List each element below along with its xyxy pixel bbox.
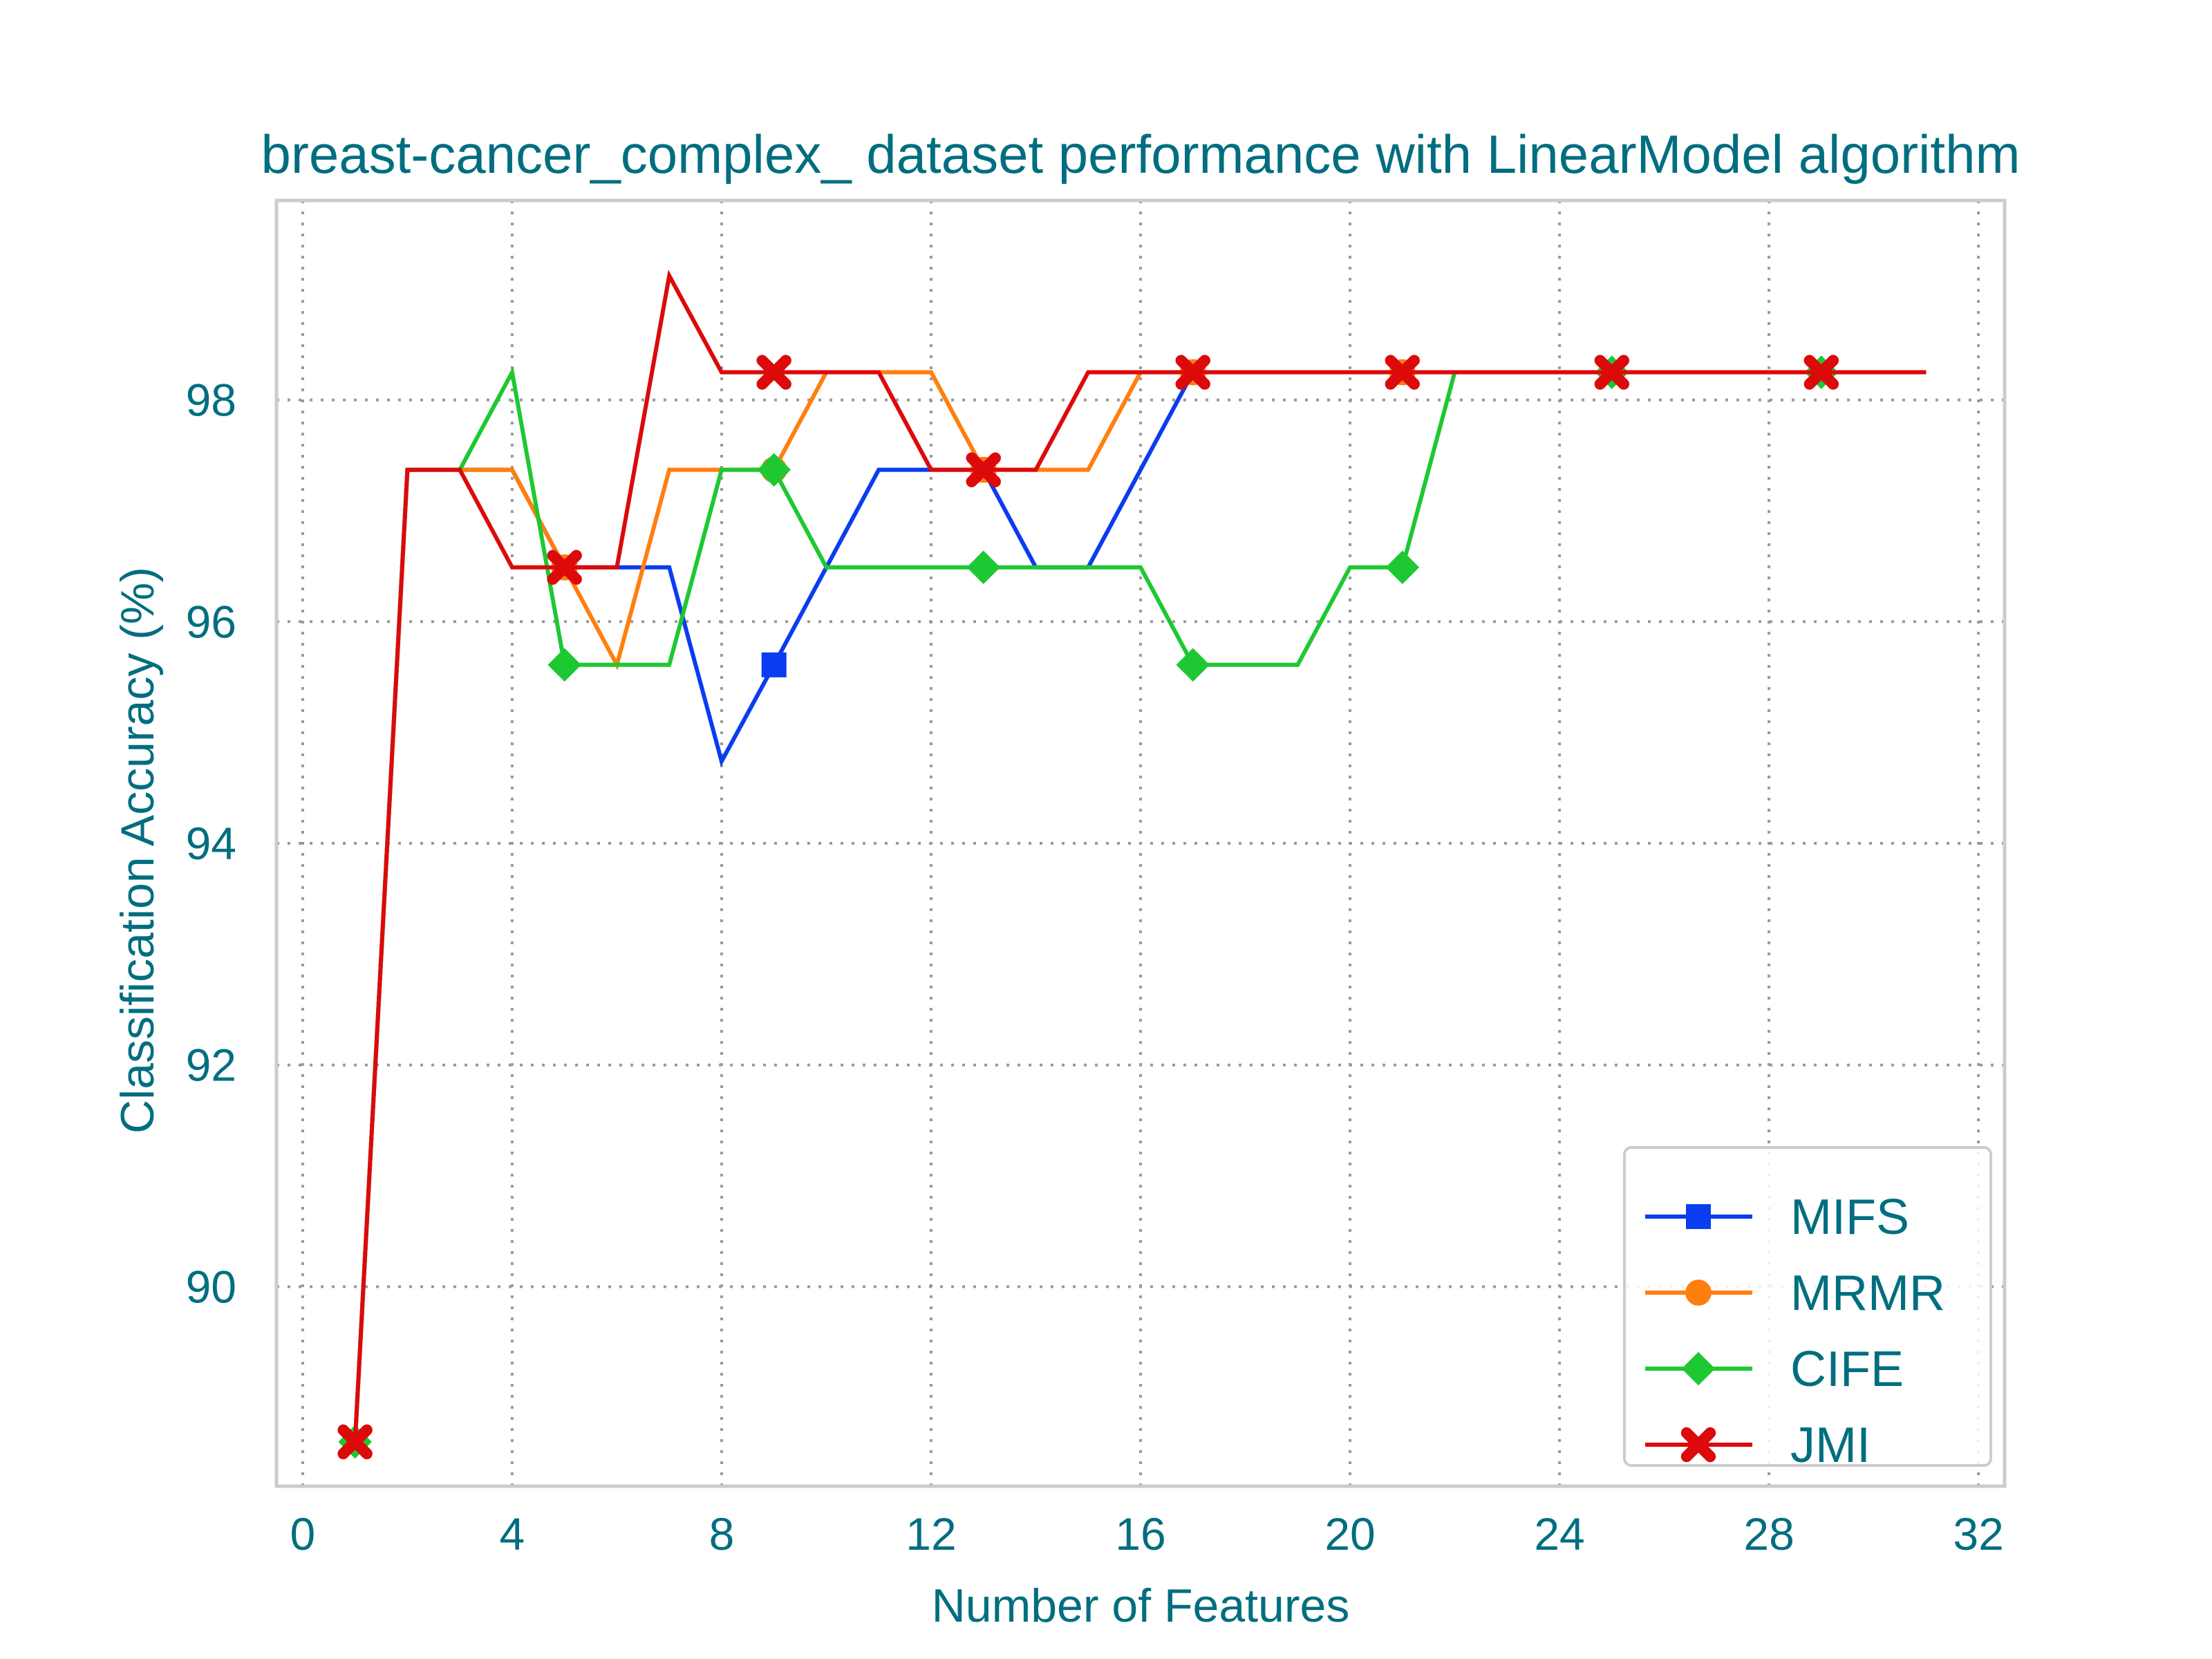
x-tick-label: 4 [500,1508,525,1559]
legend-label: JMI [1790,1418,1871,1473]
data-point-cife [1176,648,1210,682]
legend-swatch-marker [1685,1280,1712,1306]
legend: MIFS MRMR CIFE JMI [1623,1146,1992,1473]
data-point-jmi [1803,355,1839,390]
x-tick-label: 20 [1324,1508,1375,1559]
data-point-cife [757,453,791,487]
data-point-cife [547,648,581,682]
legend-box [1623,1146,1992,1467]
series-line-jmi [353,270,1927,1443]
data-point-jmi [1175,355,1210,390]
x-tick-label: 8 [709,1508,735,1559]
grid [276,200,2005,1486]
x-tick-label: 16 [1115,1508,1165,1559]
data-point-mifs [761,652,787,677]
data-point-jmi [337,1424,373,1460]
data-point-cife [1385,550,1420,585]
legend-entry-cife: CIFE [1645,1342,1904,1397]
data-point-jmi [1594,355,1630,390]
series-jmi [337,270,1927,1460]
data-point-jmi [547,550,582,585]
legend-swatch-marker [1680,1427,1716,1463]
x-tick-label: 0 [290,1508,316,1559]
x-tick-label: 32 [1953,1508,2003,1559]
y-tick-label: 90 [186,1261,236,1312]
y-tick-label: 94 [186,818,236,869]
y-axis-label: Classification Accuracy (%) [111,567,164,1134]
data-point-cife [966,550,1001,585]
legend-swatch-marker [1686,1204,1711,1229]
y-tick-label: 92 [186,1040,236,1091]
data-point-jmi [1385,355,1420,390]
data-point-jmi [756,355,791,390]
legend-swatch-marker [1681,1351,1716,1386]
y-tick-label: 96 [186,596,236,647]
x-tick-label: 12 [906,1508,956,1559]
legend-label: MRMR [1790,1266,1945,1321]
x-axis-label: Number of Features [932,1580,1350,1632]
x-tick-label: 24 [1534,1508,1584,1559]
axis-ticks: 0 4 8 12 16 20 24 28 32 90 92 94 96 98 [186,375,2004,1559]
legend-entry-jmi: JMI [1645,1418,1871,1473]
series-layer [337,270,1927,1460]
chart-title: breast-cancer_complex_ dataset performan… [261,124,2021,185]
data-point-jmi [966,452,1001,487]
legend-entry-mrmr: MRMR [1645,1266,1945,1321]
legend-label: CIFE [1790,1342,1904,1397]
plot-frame [274,198,2007,1488]
legend-entry-mifs: MIFS [1645,1190,1909,1245]
legend-label: MIFS [1790,1190,1909,1245]
x-tick-label: 28 [1743,1508,1794,1559]
y-tick-label: 98 [186,375,236,426]
